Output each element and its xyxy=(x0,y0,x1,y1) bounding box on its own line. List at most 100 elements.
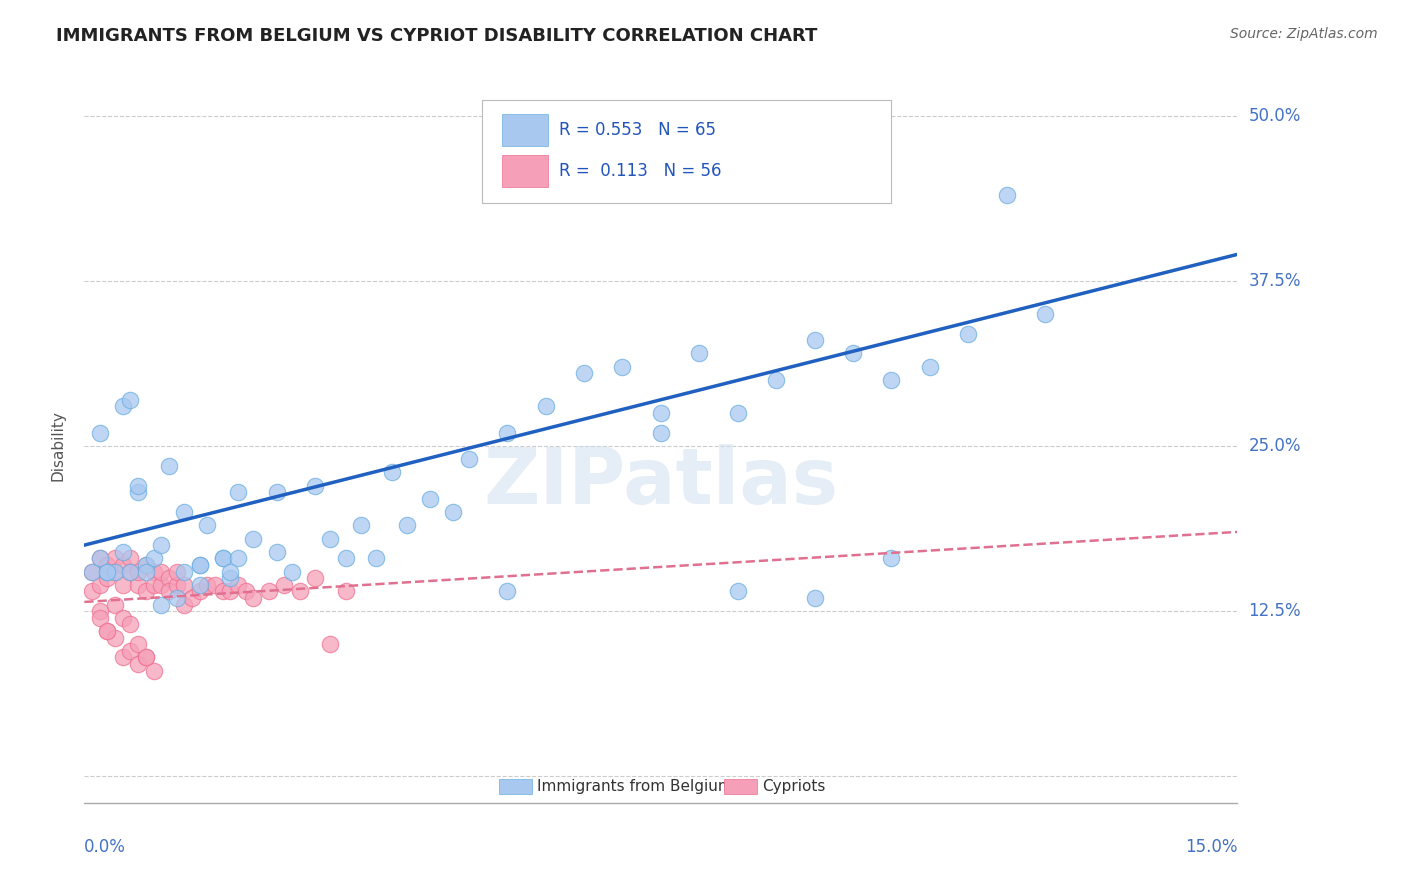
Bar xyxy=(499,779,531,794)
Point xyxy=(127,637,149,651)
Point xyxy=(89,551,111,566)
Point xyxy=(157,571,180,585)
Point xyxy=(727,406,749,420)
Point xyxy=(195,578,218,592)
Point xyxy=(880,373,903,387)
Point xyxy=(242,591,264,605)
Point xyxy=(89,578,111,592)
Bar xyxy=(502,114,548,146)
Point xyxy=(135,565,157,579)
Point xyxy=(127,478,149,492)
Point xyxy=(457,452,479,467)
Point xyxy=(111,400,134,414)
Point xyxy=(142,565,165,579)
Point xyxy=(127,565,149,579)
Point xyxy=(96,624,118,638)
Point xyxy=(803,333,825,347)
Point xyxy=(304,478,326,492)
Point xyxy=(120,551,142,566)
Point xyxy=(150,578,173,592)
Point xyxy=(188,558,211,572)
Point xyxy=(612,359,634,374)
Point xyxy=(242,532,264,546)
Text: 37.5%: 37.5% xyxy=(1249,272,1301,290)
Y-axis label: Disability: Disability xyxy=(51,410,66,482)
Point xyxy=(995,188,1018,202)
Point xyxy=(173,578,195,592)
Point xyxy=(166,565,188,579)
Text: 15.0%: 15.0% xyxy=(1185,838,1237,856)
Text: 12.5%: 12.5% xyxy=(1249,602,1301,620)
Bar xyxy=(724,779,756,794)
Point xyxy=(142,664,165,678)
Text: IMMIGRANTS FROM BELGIUM VS CYPRIOT DISABILITY CORRELATION CHART: IMMIGRANTS FROM BELGIUM VS CYPRIOT DISAB… xyxy=(56,27,818,45)
Point xyxy=(111,611,134,625)
Point xyxy=(496,584,519,599)
Point xyxy=(150,538,173,552)
Point xyxy=(304,571,326,585)
Point xyxy=(135,650,157,665)
Point xyxy=(127,485,149,500)
Point xyxy=(188,584,211,599)
Point xyxy=(319,637,342,651)
Point xyxy=(120,392,142,407)
Point xyxy=(96,624,118,638)
Point xyxy=(181,591,204,605)
Point xyxy=(166,591,188,605)
Text: Immigrants from Belgium: Immigrants from Belgium xyxy=(537,779,733,794)
Point xyxy=(496,425,519,440)
Point xyxy=(235,584,257,599)
Point xyxy=(1033,307,1056,321)
Point xyxy=(135,558,157,572)
Point xyxy=(195,518,218,533)
Point xyxy=(441,505,464,519)
Text: 50.0%: 50.0% xyxy=(1249,107,1301,125)
Point xyxy=(335,551,357,566)
Point xyxy=(104,565,127,579)
Point xyxy=(96,565,118,579)
Point xyxy=(219,584,242,599)
Point xyxy=(150,565,173,579)
Point xyxy=(120,644,142,658)
Point xyxy=(150,598,173,612)
Point xyxy=(803,591,825,605)
Text: Cypriots: Cypriots xyxy=(762,779,825,794)
Point xyxy=(534,400,557,414)
Point xyxy=(650,406,672,420)
Point xyxy=(419,491,441,506)
Point xyxy=(226,578,249,592)
Point xyxy=(166,578,188,592)
Point xyxy=(80,584,103,599)
Point xyxy=(219,565,242,579)
Point xyxy=(173,598,195,612)
Point xyxy=(89,425,111,440)
Point xyxy=(880,551,903,566)
Point xyxy=(918,359,941,374)
Point xyxy=(142,578,165,592)
Point xyxy=(127,657,149,671)
Point xyxy=(120,617,142,632)
Point xyxy=(157,584,180,599)
Point xyxy=(957,326,980,341)
Point xyxy=(572,367,595,381)
Point xyxy=(111,558,134,572)
Point xyxy=(111,578,134,592)
Point xyxy=(142,551,165,566)
Point xyxy=(188,558,211,572)
Point xyxy=(89,611,111,625)
Point xyxy=(96,558,118,572)
Point xyxy=(288,584,311,599)
Point xyxy=(173,565,195,579)
Point xyxy=(96,565,118,579)
Point xyxy=(104,565,127,579)
Point xyxy=(266,545,288,559)
Point xyxy=(842,346,865,360)
Point xyxy=(366,551,388,566)
Point xyxy=(89,551,111,566)
Text: R =  0.113   N = 56: R = 0.113 N = 56 xyxy=(560,161,721,179)
Point xyxy=(111,650,134,665)
Point xyxy=(120,565,142,579)
Point xyxy=(281,565,304,579)
Point xyxy=(188,578,211,592)
Point xyxy=(650,425,672,440)
